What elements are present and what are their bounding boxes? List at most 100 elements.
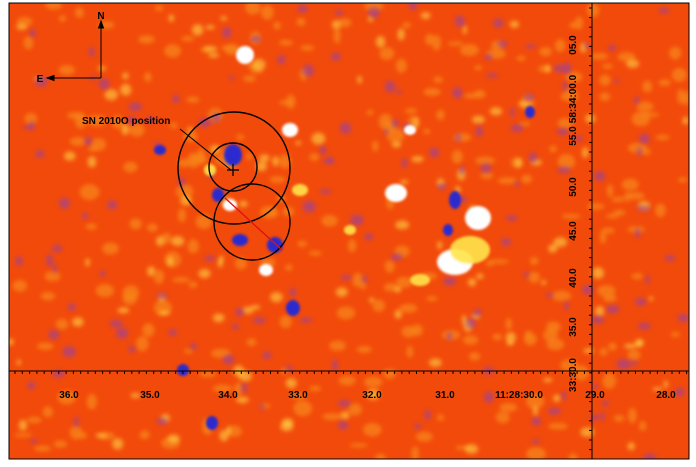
noise-blob — [626, 59, 640, 69]
noise-blob — [454, 15, 465, 27]
noise-blob — [293, 400, 313, 417]
noise-blob — [67, 303, 77, 311]
noise-blob — [472, 309, 482, 317]
noise-blob — [395, 220, 410, 230]
noise-blob — [372, 140, 379, 152]
noise-blob — [575, 16, 584, 30]
noise-blob — [635, 297, 647, 306]
noise-blob — [614, 79, 620, 84]
noise-blob — [528, 152, 538, 163]
noise-blob — [395, 58, 407, 73]
noise-blob — [452, 87, 463, 99]
noise-blob — [158, 310, 171, 315]
noise-blob — [560, 359, 578, 372]
noise-blob — [590, 315, 605, 324]
noise-blob — [460, 44, 479, 57]
noise-blob — [235, 307, 244, 317]
noise-blob — [467, 278, 477, 287]
noise-blob — [379, 47, 395, 61]
noise-blob — [412, 116, 420, 129]
noise-blob — [142, 323, 155, 337]
noise-blob — [630, 360, 638, 366]
noise-blob — [95, 433, 107, 438]
noise-blob — [393, 286, 402, 293]
noise-blob — [621, 178, 639, 191]
y-tick-label: 05.0 — [568, 35, 579, 55]
noise-blob — [136, 336, 149, 352]
noise-blob — [95, 284, 115, 298]
y-tick-label: 33:30.0 — [568, 358, 579, 392]
noise-blob — [443, 277, 457, 286]
noise-blob — [30, 438, 37, 444]
dark-source — [154, 145, 166, 155]
noise-blob — [309, 385, 322, 392]
noise-blob — [364, 233, 374, 241]
noise-blob — [674, 387, 686, 397]
noise-blob — [23, 125, 36, 130]
noise-blob — [396, 89, 402, 95]
noise-blob — [455, 132, 461, 143]
noise-blob — [212, 313, 225, 323]
bright-source — [259, 264, 273, 276]
noise-blob — [469, 352, 481, 361]
noise-blob — [295, 140, 302, 146]
noise-blob — [120, 83, 132, 96]
noise-blob — [290, 393, 306, 400]
noise-blob — [635, 227, 640, 239]
noise-blob — [548, 244, 558, 253]
noise-blob — [518, 101, 531, 107]
noise-blob — [222, 27, 232, 38]
noise-blob — [209, 144, 221, 155]
noise-blob — [628, 408, 637, 424]
noise-blob — [279, 154, 291, 169]
noise-blob — [226, 425, 231, 435]
noise-blob — [423, 128, 431, 135]
noise-blob — [599, 348, 608, 356]
noise-blob — [462, 25, 467, 35]
noise-blob — [540, 280, 547, 285]
offset-line — [224, 197, 283, 251]
noise-blob — [319, 145, 327, 155]
noise-blob — [565, 87, 576, 95]
noise-blob — [123, 161, 138, 173]
noise-blob — [296, 18, 306, 26]
y-tick-label: 40.0 — [568, 268, 579, 288]
noise-blob — [411, 446, 419, 459]
noise-blob — [648, 296, 654, 301]
noise-blob — [245, 3, 261, 15]
noise-blob — [74, 416, 79, 428]
noise-blob — [585, 114, 596, 123]
noise-blob — [58, 197, 70, 209]
bright-source — [236, 46, 254, 64]
noise-blob — [562, 80, 568, 92]
noise-blob — [411, 324, 423, 337]
noise-blob — [156, 293, 168, 299]
noise-blob — [366, 109, 374, 116]
noise-blob — [606, 304, 620, 314]
noise-blob — [26, 416, 42, 424]
noise-blob — [40, 292, 56, 301]
noise-blob — [509, 20, 520, 28]
noise-blob — [428, 358, 442, 367]
noise-blob — [553, 394, 561, 402]
noise-blob — [222, 354, 235, 365]
noise-blob — [332, 359, 338, 372]
noise-blob — [44, 271, 61, 282]
noise-blob — [368, 297, 375, 303]
noise-blob — [198, 268, 211, 279]
noise-blob — [187, 239, 199, 254]
noise-blob — [181, 35, 195, 42]
noise-blob — [205, 25, 215, 30]
dark-source — [525, 106, 535, 118]
noise-blob — [505, 318, 513, 330]
noise-blob — [51, 244, 63, 253]
medium-source — [410, 274, 430, 286]
noise-blob — [130, 392, 141, 399]
x-tick-label: 31.0 — [435, 390, 455, 401]
noise-blob — [270, 292, 283, 303]
north-arrow-icon — [97, 19, 105, 29]
noise-blob — [308, 250, 322, 256]
noise-blob — [177, 158, 191, 168]
noise-blob — [37, 342, 54, 350]
noise-blob — [172, 94, 180, 103]
